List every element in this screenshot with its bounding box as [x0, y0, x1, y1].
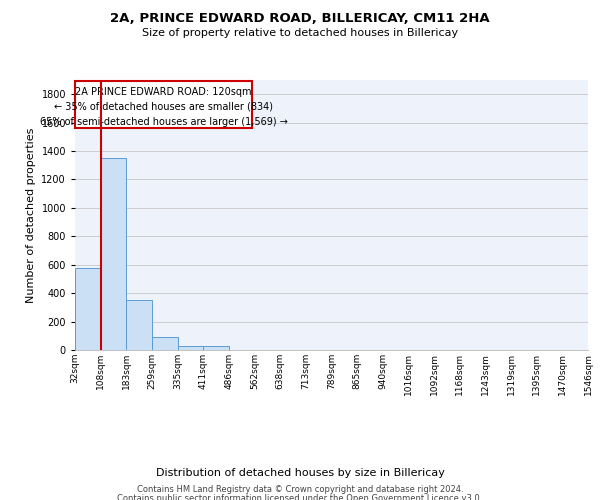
Text: 2A PRINCE EDWARD ROAD: 120sqm: 2A PRINCE EDWARD ROAD: 120sqm — [76, 87, 252, 97]
Bar — [152, 337, 178, 350]
Text: Size of property relative to detached houses in Billericay: Size of property relative to detached ho… — [142, 28, 458, 38]
Bar — [203, 346, 229, 350]
Text: ← 35% of detached houses are smaller (834): ← 35% of detached houses are smaller (83… — [54, 102, 273, 112]
Y-axis label: Number of detached properties: Number of detached properties — [26, 128, 36, 302]
Bar — [127, 300, 152, 350]
Text: 2A, PRINCE EDWARD ROAD, BILLERICAY, CM11 2HA: 2A, PRINCE EDWARD ROAD, BILLERICAY, CM11… — [110, 12, 490, 26]
Bar — [101, 158, 127, 350]
Bar — [178, 346, 203, 350]
Text: 65% of semi-detached houses are larger (1,569) →: 65% of semi-detached houses are larger (… — [40, 116, 287, 126]
Bar — [75, 268, 101, 350]
Text: Contains HM Land Registry data © Crown copyright and database right 2024.: Contains HM Land Registry data © Crown c… — [137, 485, 463, 494]
Text: Contains public sector information licensed under the Open Government Licence v3: Contains public sector information licen… — [118, 494, 482, 500]
FancyBboxPatch shape — [75, 82, 252, 128]
Text: Distribution of detached houses by size in Billericay: Distribution of detached houses by size … — [155, 468, 445, 477]
